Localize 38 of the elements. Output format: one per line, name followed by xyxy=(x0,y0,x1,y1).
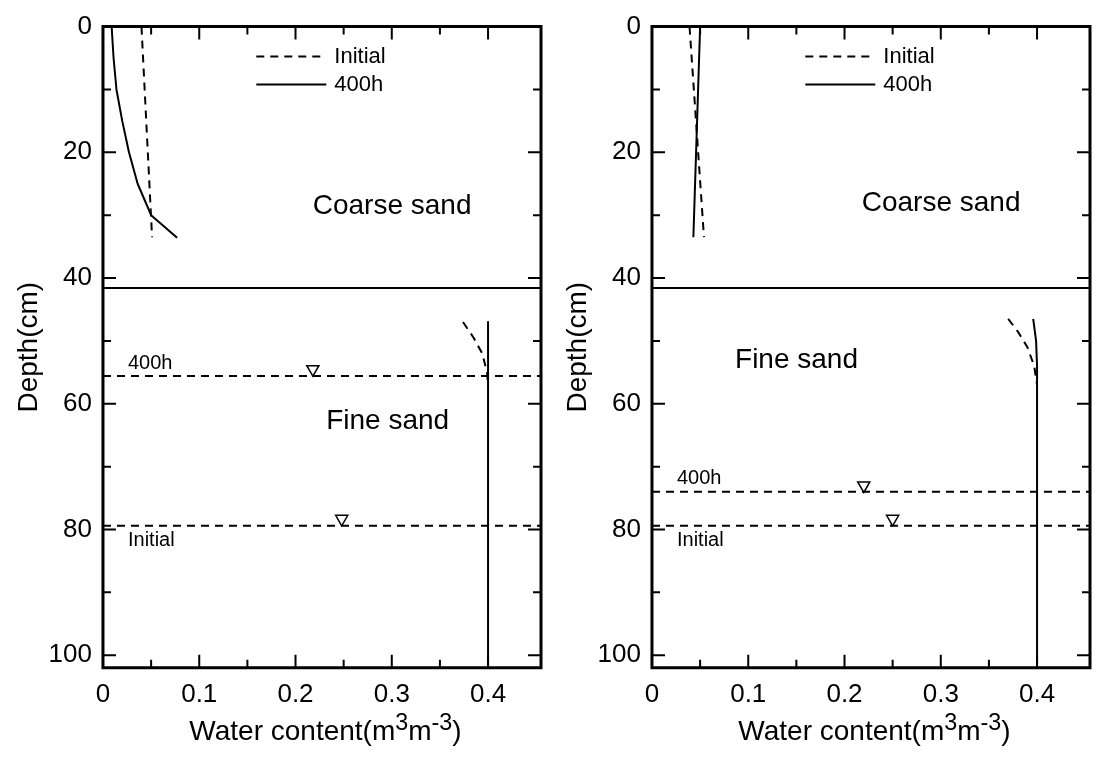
x-tick-label: 0 xyxy=(644,677,660,708)
annotation: Coarse sand xyxy=(861,185,1021,217)
x-tick-label: 0.4 xyxy=(469,677,507,708)
x-axis-title: Water content(m$^{3}$m$^{-3}$) xyxy=(737,709,1012,748)
ref-line-label: 400h xyxy=(676,466,722,489)
legend-label: 400h xyxy=(334,70,384,96)
annotation: Fine sand xyxy=(735,342,859,374)
y-axis-title: Depth(cm) xyxy=(560,281,592,413)
x-tick-label: 0.1 xyxy=(181,677,218,708)
y-tick-label: 20 xyxy=(612,135,641,166)
annotation: Coarse sand xyxy=(312,188,472,220)
legend-label: 400h xyxy=(883,70,933,96)
y-axis-title: Depth(cm) xyxy=(11,281,43,413)
x-tick-label: 0 xyxy=(95,677,111,708)
x-tick-label: 0.1 xyxy=(730,677,767,708)
y-tick-label: 40 xyxy=(612,261,641,292)
legend-label: Initial xyxy=(334,42,386,68)
ref-line-label: 400h xyxy=(127,350,173,373)
x-axis-title: Water content(m$^{3}$m$^{-3}$) xyxy=(188,709,463,748)
ref-line-label: Initial xyxy=(676,528,724,551)
y-tick-label: 100 xyxy=(597,638,641,669)
x-tick-label: 0.4 xyxy=(1018,677,1056,708)
x-tick-label: 0.2 xyxy=(826,677,863,708)
ref-line-label: Initial xyxy=(127,528,175,551)
x-tick-label: 0.2 xyxy=(277,677,314,708)
x-tick-label: 0.3 xyxy=(373,677,410,708)
annotation: Fine sand xyxy=(326,403,450,435)
y-tick-label: 100 xyxy=(48,638,92,669)
y-tick-label: 20 xyxy=(63,135,92,166)
legend-label: Initial xyxy=(883,42,935,68)
y-tick-label: 60 xyxy=(63,386,92,417)
x-tick-label: 0.3 xyxy=(922,677,959,708)
y-tick-label: 0 xyxy=(77,9,92,40)
y-tick-label: 80 xyxy=(612,512,641,543)
y-tick-label: 40 xyxy=(63,261,92,292)
y-tick-label: 80 xyxy=(63,512,92,543)
y-tick-label: 60 xyxy=(612,386,641,417)
y-tick-label: 0 xyxy=(626,9,641,40)
